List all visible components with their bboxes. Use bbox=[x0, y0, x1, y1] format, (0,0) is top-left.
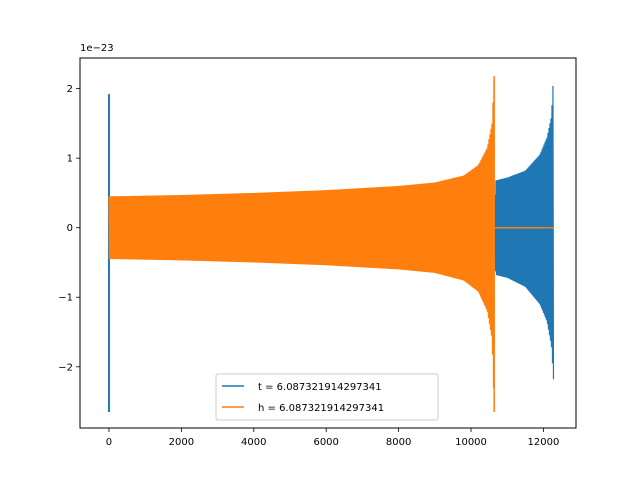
plot-area bbox=[107, 76, 555, 413]
x-tick-label: 6000 bbox=[313, 437, 338, 448]
legend-frame bbox=[215, 373, 439, 421]
series-group bbox=[107, 76, 555, 413]
y-tick-label: −1 bbox=[58, 293, 73, 304]
legend-label-h: h = 6.087321914297341 bbox=[258, 403, 384, 414]
y-scale-offset-label: 1e−23 bbox=[80, 43, 114, 54]
axes-frame bbox=[79, 57, 577, 429]
y-tick-label: 1 bbox=[67, 154, 73, 165]
x-tick-label: 0 bbox=[106, 437, 112, 448]
legend: t = 6.087321914297341 h = 6.087321914297… bbox=[215, 373, 439, 421]
y-tick-label: 2 bbox=[67, 84, 73, 95]
x-tick-label: 12000 bbox=[528, 437, 560, 448]
y-tick-label: 0 bbox=[67, 223, 73, 234]
y-axis: −2 −1 0 1 2 bbox=[58, 84, 80, 373]
x-tick-label: 2000 bbox=[169, 437, 194, 448]
x-axis: 0 2000 4000 6000 8000 10000 12000 bbox=[106, 428, 560, 448]
legend-label-t: t = 6.087321914297341 bbox=[258, 382, 382, 393]
y-tick-label: −2 bbox=[58, 362, 73, 373]
series-line-h bbox=[108, 80, 495, 388]
x-tick-label: 8000 bbox=[386, 437, 411, 448]
x-tick-label: 4000 bbox=[241, 437, 266, 448]
x-tick-label: 10000 bbox=[455, 437, 487, 448]
